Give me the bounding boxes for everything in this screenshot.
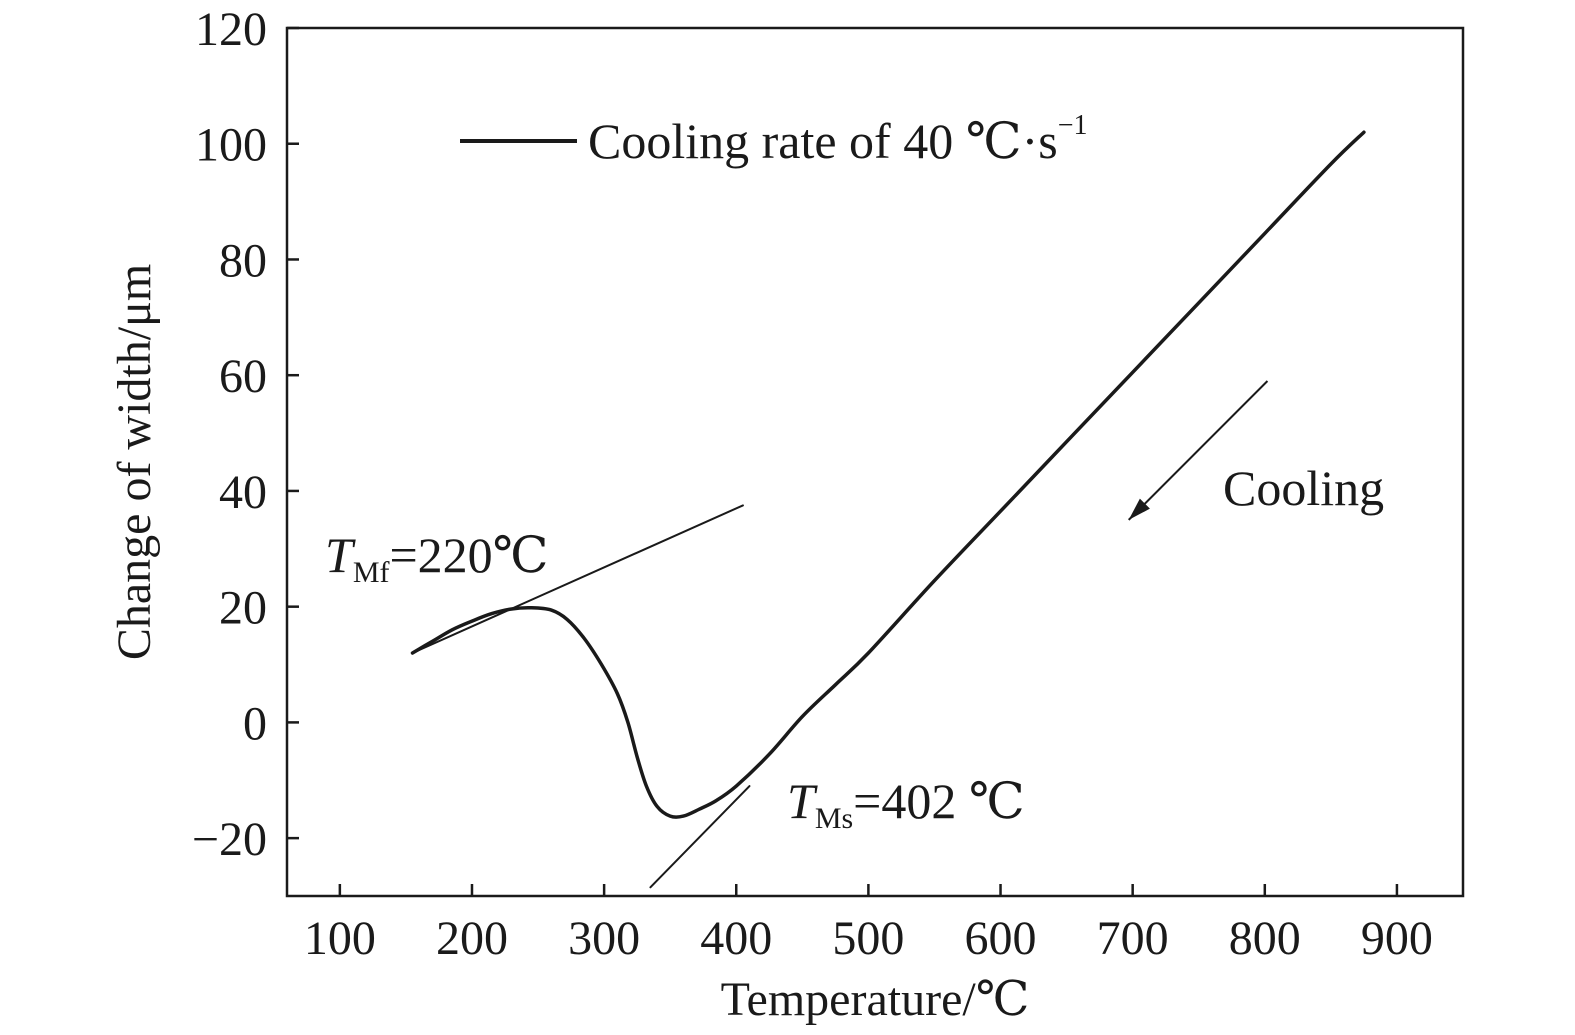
legend-label: Cooling rate of 40 ℃·s−1 <box>588 110 1088 169</box>
annotation-cooling: Cooling <box>1223 460 1384 516</box>
y-tick-label: 40 <box>219 466 267 519</box>
y-tick-label: −20 <box>192 813 267 866</box>
legend-label-main: Cooling rate of 40 ℃·s <box>588 113 1058 169</box>
series-line-dilatometric-curve <box>410 130 1366 819</box>
y-axis-ticks: −20 0 20 40 60 80 100 120 <box>192 3 299 866</box>
x-axis-ticks: 100 200 300 400 500 600 700 800 900 <box>304 884 1433 965</box>
cooling-arrow <box>1127 380 1269 521</box>
arrow-shaft <box>1127 380 1269 521</box>
annotation-tms-symbol: T <box>787 773 818 829</box>
x-tick-label: 500 <box>832 912 904 965</box>
y-tick-label: 120 <box>195 3 267 56</box>
y-tick-label: 20 <box>219 582 267 635</box>
tangent-line-ms <box>649 785 751 889</box>
x-tick-label: 700 <box>1097 912 1169 965</box>
annotation-tmf-subscript: Mf <box>353 556 390 589</box>
annotation-tmf: TMf=220℃ <box>325 527 549 589</box>
y-tick-label: 60 <box>219 350 267 403</box>
annotation-tmf-symbol: T <box>325 527 356 583</box>
annotation-tms-subscript: Ms <box>815 802 853 835</box>
legend: Cooling rate of 40 ℃·s−1 <box>460 110 1088 169</box>
y-tick-label: 100 <box>195 119 267 172</box>
x-tick-label: 600 <box>965 912 1037 965</box>
annotation-tms-value: =402 ℃ <box>853 773 1025 829</box>
tangent-line-mf <box>411 504 744 654</box>
x-tick-label: 900 <box>1361 912 1433 965</box>
x-tick-label: 300 <box>568 912 640 965</box>
annotation-tmf-value: =220℃ <box>389 527 548 583</box>
x-tick-label: 800 <box>1229 912 1301 965</box>
arrow-head <box>1128 498 1150 520</box>
x-tick-label: 400 <box>700 912 772 965</box>
plot-frame <box>285 26 1465 898</box>
y-tick-label: 80 <box>219 234 267 287</box>
series-layer <box>410 130 1366 889</box>
y-axis-title: Change of width/μm <box>108 264 161 660</box>
y-tick-label: 0 <box>243 697 267 750</box>
x-tick-label: 100 <box>304 912 376 965</box>
annotation-tms: TMs=402 ℃ <box>787 773 1025 835</box>
x-tick-label: 200 <box>436 912 508 965</box>
legend-label-superscript: −1 <box>1058 110 1088 141</box>
x-axis-title: Temperature/℃ <box>721 973 1030 1026</box>
